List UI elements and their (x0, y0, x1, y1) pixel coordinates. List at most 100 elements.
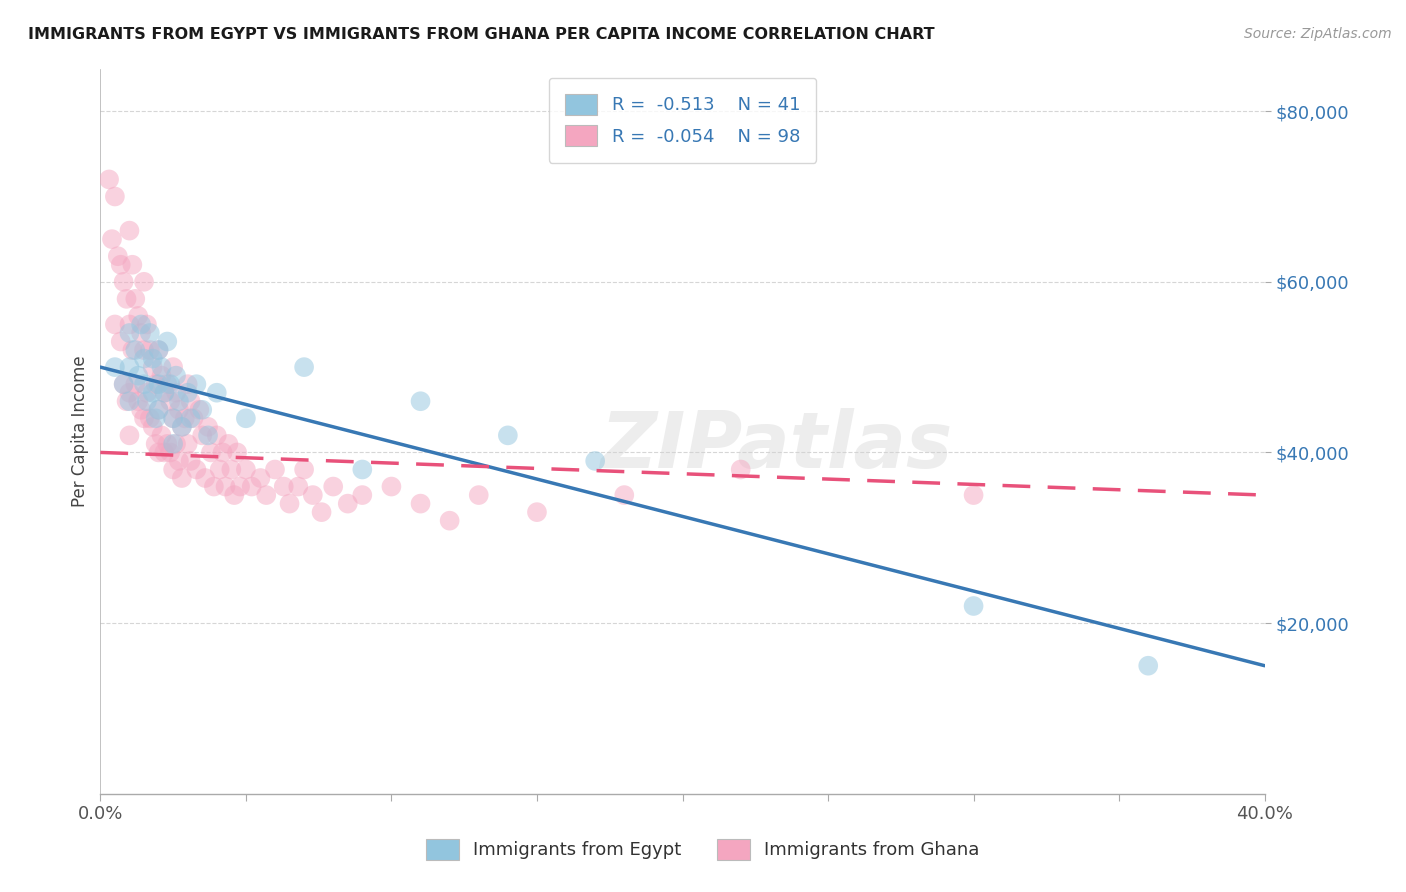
Point (139, 411, 162, 425)
Point (104, 318, 127, 332)
Point (142, 351, 165, 366)
Point (104, 189, 127, 203)
Point (264, 462, 287, 476)
Point (191, 428, 214, 442)
Point (142, 360, 165, 375)
Point (202, 479, 225, 493)
Point (165, 368, 187, 383)
Point (150, 360, 173, 375)
Point (205, 385, 228, 400)
Point (180, 394, 202, 409)
Point (159, 377, 181, 392)
Point (118, 326, 141, 340)
Point (188, 402, 211, 417)
Point (127, 394, 149, 409)
Point (730, 462, 752, 476)
Point (613, 488, 636, 502)
Point (962, 599, 984, 613)
Point (132, 377, 155, 392)
Point (135, 318, 157, 332)
Point (148, 343, 170, 357)
Point (148, 402, 170, 417)
Point (439, 514, 461, 528)
Legend: R =  -0.513    N = 41, R =  -0.054    N = 98: R = -0.513 N = 41, R = -0.054 N = 98 (548, 78, 817, 162)
Point (112, 377, 135, 392)
Point (409, 394, 432, 409)
Point (176, 385, 198, 400)
Point (183, 411, 205, 425)
Point (292, 462, 315, 476)
Point (186, 462, 208, 476)
Point (292, 360, 315, 375)
Point (380, 479, 402, 493)
Point (127, 368, 149, 383)
Point (159, 445, 181, 459)
Point (139, 326, 162, 340)
Point (214, 479, 236, 493)
Point (352, 462, 374, 476)
Point (118, 318, 141, 332)
Point (107, 249, 129, 263)
Point (409, 497, 432, 511)
Point (229, 479, 252, 493)
Point (173, 411, 195, 425)
Point (165, 385, 187, 400)
Point (162, 437, 184, 451)
Point (127, 309, 149, 323)
Point (311, 505, 333, 519)
Point (118, 394, 141, 409)
Point (254, 488, 277, 502)
Text: IMMIGRANTS FROM EGYPT VS IMMIGRANTS FROM GHANA PER CAPITA INCOME CORRELATION CHA: IMMIGRANTS FROM EGYPT VS IMMIGRANTS FROM… (28, 27, 935, 42)
Point (221, 462, 243, 476)
Point (200, 445, 222, 459)
Point (224, 488, 246, 502)
Point (148, 377, 170, 392)
Point (148, 343, 170, 357)
Point (240, 479, 263, 493)
Point (132, 351, 155, 366)
Point (197, 428, 219, 442)
Point (142, 385, 165, 400)
Point (101, 232, 124, 246)
Point (526, 505, 548, 519)
Point (352, 488, 374, 502)
Point (129, 318, 152, 332)
Point (121, 343, 143, 357)
Point (118, 428, 141, 442)
Point (162, 411, 184, 425)
Point (302, 488, 325, 502)
Point (235, 462, 257, 476)
Point (118, 224, 141, 238)
Point (191, 402, 214, 417)
Point (162, 462, 184, 476)
Point (156, 334, 179, 349)
Point (322, 479, 344, 493)
Point (124, 292, 146, 306)
Point (118, 385, 141, 400)
Point (235, 411, 257, 425)
Point (176, 437, 198, 451)
Point (159, 394, 181, 409)
Point (115, 394, 138, 409)
Point (180, 411, 202, 425)
Point (135, 385, 157, 400)
Point (129, 326, 152, 340)
Point (278, 497, 301, 511)
Point (167, 394, 190, 409)
Point (176, 377, 198, 392)
Point (468, 488, 491, 502)
Point (121, 258, 143, 272)
Point (150, 428, 173, 442)
Point (1137, 658, 1160, 673)
Point (145, 411, 167, 425)
Point (167, 454, 190, 468)
Point (211, 445, 233, 459)
Point (273, 479, 295, 493)
Point (180, 454, 202, 468)
Point (110, 258, 132, 272)
Point (170, 471, 193, 485)
Point (148, 402, 170, 417)
Point (153, 445, 176, 459)
Y-axis label: Per Capita Income: Per Capita Income (72, 355, 89, 507)
Point (962, 488, 984, 502)
